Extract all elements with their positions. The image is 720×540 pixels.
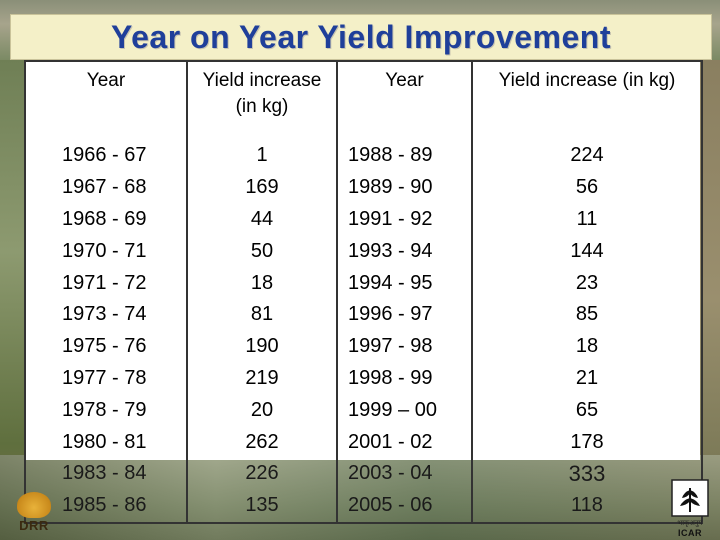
drr-logo-text: DRR xyxy=(19,517,49,533)
cell-yield: 21 xyxy=(471,362,703,395)
table-row: 1970 - 71 50 1993 - 94 144 xyxy=(24,235,703,268)
wheat-emblem-icon xyxy=(671,479,709,517)
table-row: 1977 - 78 219 1998 - 99 21 xyxy=(24,362,703,395)
cell-yield: 1 xyxy=(186,140,338,172)
cell-yield: 85 xyxy=(471,298,703,331)
yield-table: Year Yield increase (in kg) Year Yield i… xyxy=(24,60,703,524)
table-row: 1967 - 68 169 1989 - 90 56 xyxy=(24,171,703,204)
icar-logo-text: ICAR xyxy=(678,528,702,538)
cell-year: 1967 - 68 xyxy=(24,171,188,204)
cell-year: 1999 – 00 xyxy=(336,394,473,427)
table-row: 1973 - 74 81 1996 - 97 85 xyxy=(24,298,703,331)
table-row: 1985 - 86 135 2005 - 06 118 xyxy=(24,489,703,524)
cell-year: 1975 - 76 xyxy=(24,330,188,363)
cell-year: 1983 - 84 xyxy=(24,457,188,490)
table-row: 1980 - 81 262 2001 - 02 178 xyxy=(24,426,703,458)
table-row: 1966 - 67 1 1988 - 89 224 xyxy=(24,140,703,172)
header-yield-1: Yield increase (in kg) xyxy=(186,60,338,140)
cell-yield: 144 xyxy=(471,235,703,268)
cell-yield: 226 xyxy=(186,457,338,490)
cell-yield: 118 xyxy=(471,489,703,524)
cell-yield: 56 xyxy=(471,171,703,204)
cell-yield: 219 xyxy=(186,362,338,395)
cell-yield: 262 xyxy=(186,426,338,458)
background-photo-right xyxy=(700,60,720,540)
drr-logo: DRR xyxy=(6,488,62,536)
cell-year: 1977 - 78 xyxy=(24,362,188,395)
cell-year: 1968 - 69 xyxy=(24,203,188,236)
cell-yield: 50 xyxy=(186,235,338,268)
header-year-2: Year xyxy=(336,60,473,140)
table-row: 1975 - 76 190 1997 - 98 18 xyxy=(24,330,703,363)
cell-yield: 169 xyxy=(186,171,338,204)
cell-year: 1971 - 72 xyxy=(24,267,188,299)
cell-yield: 18 xyxy=(186,267,338,299)
cell-year: 2005 - 06 xyxy=(336,489,473,524)
cell-year: 2003 - 04 xyxy=(336,457,473,490)
cell-yield: 224 xyxy=(471,140,703,172)
cell-yield: 333 xyxy=(471,457,703,490)
cell-yield: 11 xyxy=(471,203,703,236)
header-yield-2: Yield increase (in kg) xyxy=(471,60,703,140)
cell-year: 1980 - 81 xyxy=(24,426,188,458)
cell-yield: 44 xyxy=(186,203,338,236)
title-banner: Year on Year Yield Improvement xyxy=(10,14,712,60)
cell-year: 1966 - 67 xyxy=(24,140,188,172)
cell-year: 1988 - 89 xyxy=(336,140,473,172)
cell-yield: 135 xyxy=(186,489,338,524)
table-header-row: Year Yield increase (in kg) Year Yield i… xyxy=(24,60,703,140)
cell-yield: 190 xyxy=(186,330,338,363)
cell-yield: 81 xyxy=(186,298,338,331)
cell-year: 1978 - 79 xyxy=(24,394,188,427)
cell-yield: 20 xyxy=(186,394,338,427)
header-year-1: Year xyxy=(24,60,188,140)
page-title: Year on Year Yield Improvement xyxy=(111,18,611,55)
cell-year: 1973 - 74 xyxy=(24,298,188,331)
icar-hindi-text: भाकृअनुप xyxy=(677,520,703,527)
cell-year: 1997 - 98 xyxy=(336,330,473,363)
cell-yield: 18 xyxy=(471,330,703,363)
cell-yield: 65 xyxy=(471,394,703,427)
cell-year: 2001 - 02 xyxy=(336,426,473,458)
cell-year: 1994 - 95 xyxy=(336,267,473,299)
cell-yield: 23 xyxy=(471,267,703,299)
table-row: 1983 - 84 226 2003 - 04 333 xyxy=(24,457,703,490)
cell-year: 1993 - 94 xyxy=(336,235,473,268)
table-row: 1978 - 79 20 1999 – 00 65 xyxy=(24,394,703,427)
cell-year: 1998 - 99 xyxy=(336,362,473,395)
table-row: 1971 - 72 18 1994 - 95 23 xyxy=(24,267,703,299)
icar-logo: भाकृअनुप ICAR xyxy=(664,478,716,538)
cell-year: 1970 - 71 xyxy=(24,235,188,268)
drr-emblem-icon xyxy=(17,491,51,518)
cell-year: 1991 - 92 xyxy=(336,203,473,236)
table-row: 1968 - 69 44 1991 - 92 11 xyxy=(24,203,703,236)
cell-year: 1989 - 90 xyxy=(336,171,473,204)
cell-year: 1996 - 97 xyxy=(336,298,473,331)
cell-yield: 178 xyxy=(471,426,703,458)
cell-year: 1985 - 86 xyxy=(24,489,188,524)
